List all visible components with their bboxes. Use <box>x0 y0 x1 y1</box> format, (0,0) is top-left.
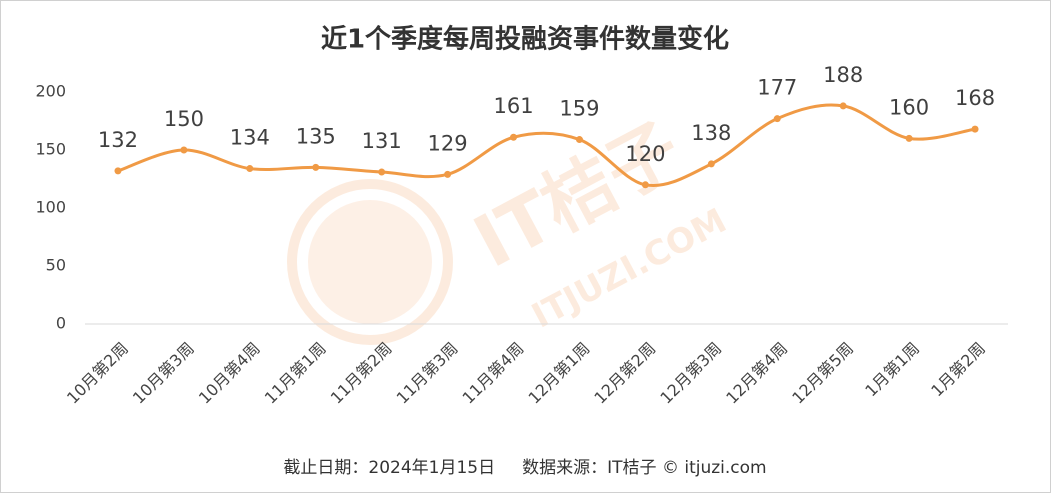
value-label: 161 <box>493 94 533 118</box>
point <box>312 163 320 171</box>
y-tick-label: 100 <box>35 198 66 217</box>
watermark-logo <box>308 200 432 324</box>
value-label: 131 <box>362 129 402 153</box>
point <box>641 181 649 189</box>
y-tick-label: 150 <box>35 140 66 159</box>
value-label: 120 <box>625 142 665 166</box>
value-label: 138 <box>691 121 731 145</box>
value-label: 134 <box>230 126 270 150</box>
point <box>839 102 847 110</box>
value-label: 150 <box>164 107 204 131</box>
point <box>114 167 122 175</box>
point <box>510 133 518 141</box>
y-tick-label: 50 <box>46 256 66 275</box>
value-label: 135 <box>296 124 336 148</box>
footnote: 截止日期：2024年1月15日 数据来源：IT桔子 © itjuzi.com <box>283 458 766 478</box>
chart-title: 近1个季度每周投融资事件数量变化 <box>321 24 729 55</box>
point <box>905 134 913 142</box>
value-label: 160 <box>889 95 929 119</box>
value-label: 129 <box>428 131 468 155</box>
point <box>971 125 979 133</box>
y-tick-label: 0 <box>56 314 66 333</box>
watermark-logo <box>287 179 453 345</box>
value-label: 159 <box>559 97 599 121</box>
value-label: 132 <box>98 128 138 152</box>
point <box>246 165 254 173</box>
value-label: 168 <box>955 86 995 110</box>
line <box>117 103 976 188</box>
point <box>444 170 452 178</box>
point <box>378 168 386 176</box>
y-tick-label: 200 <box>35 82 66 101</box>
value-label: 177 <box>757 76 797 100</box>
point <box>707 160 715 168</box>
point <box>180 146 188 154</box>
value-label: 188 <box>823 63 863 87</box>
point <box>575 136 583 144</box>
point <box>773 115 781 123</box>
